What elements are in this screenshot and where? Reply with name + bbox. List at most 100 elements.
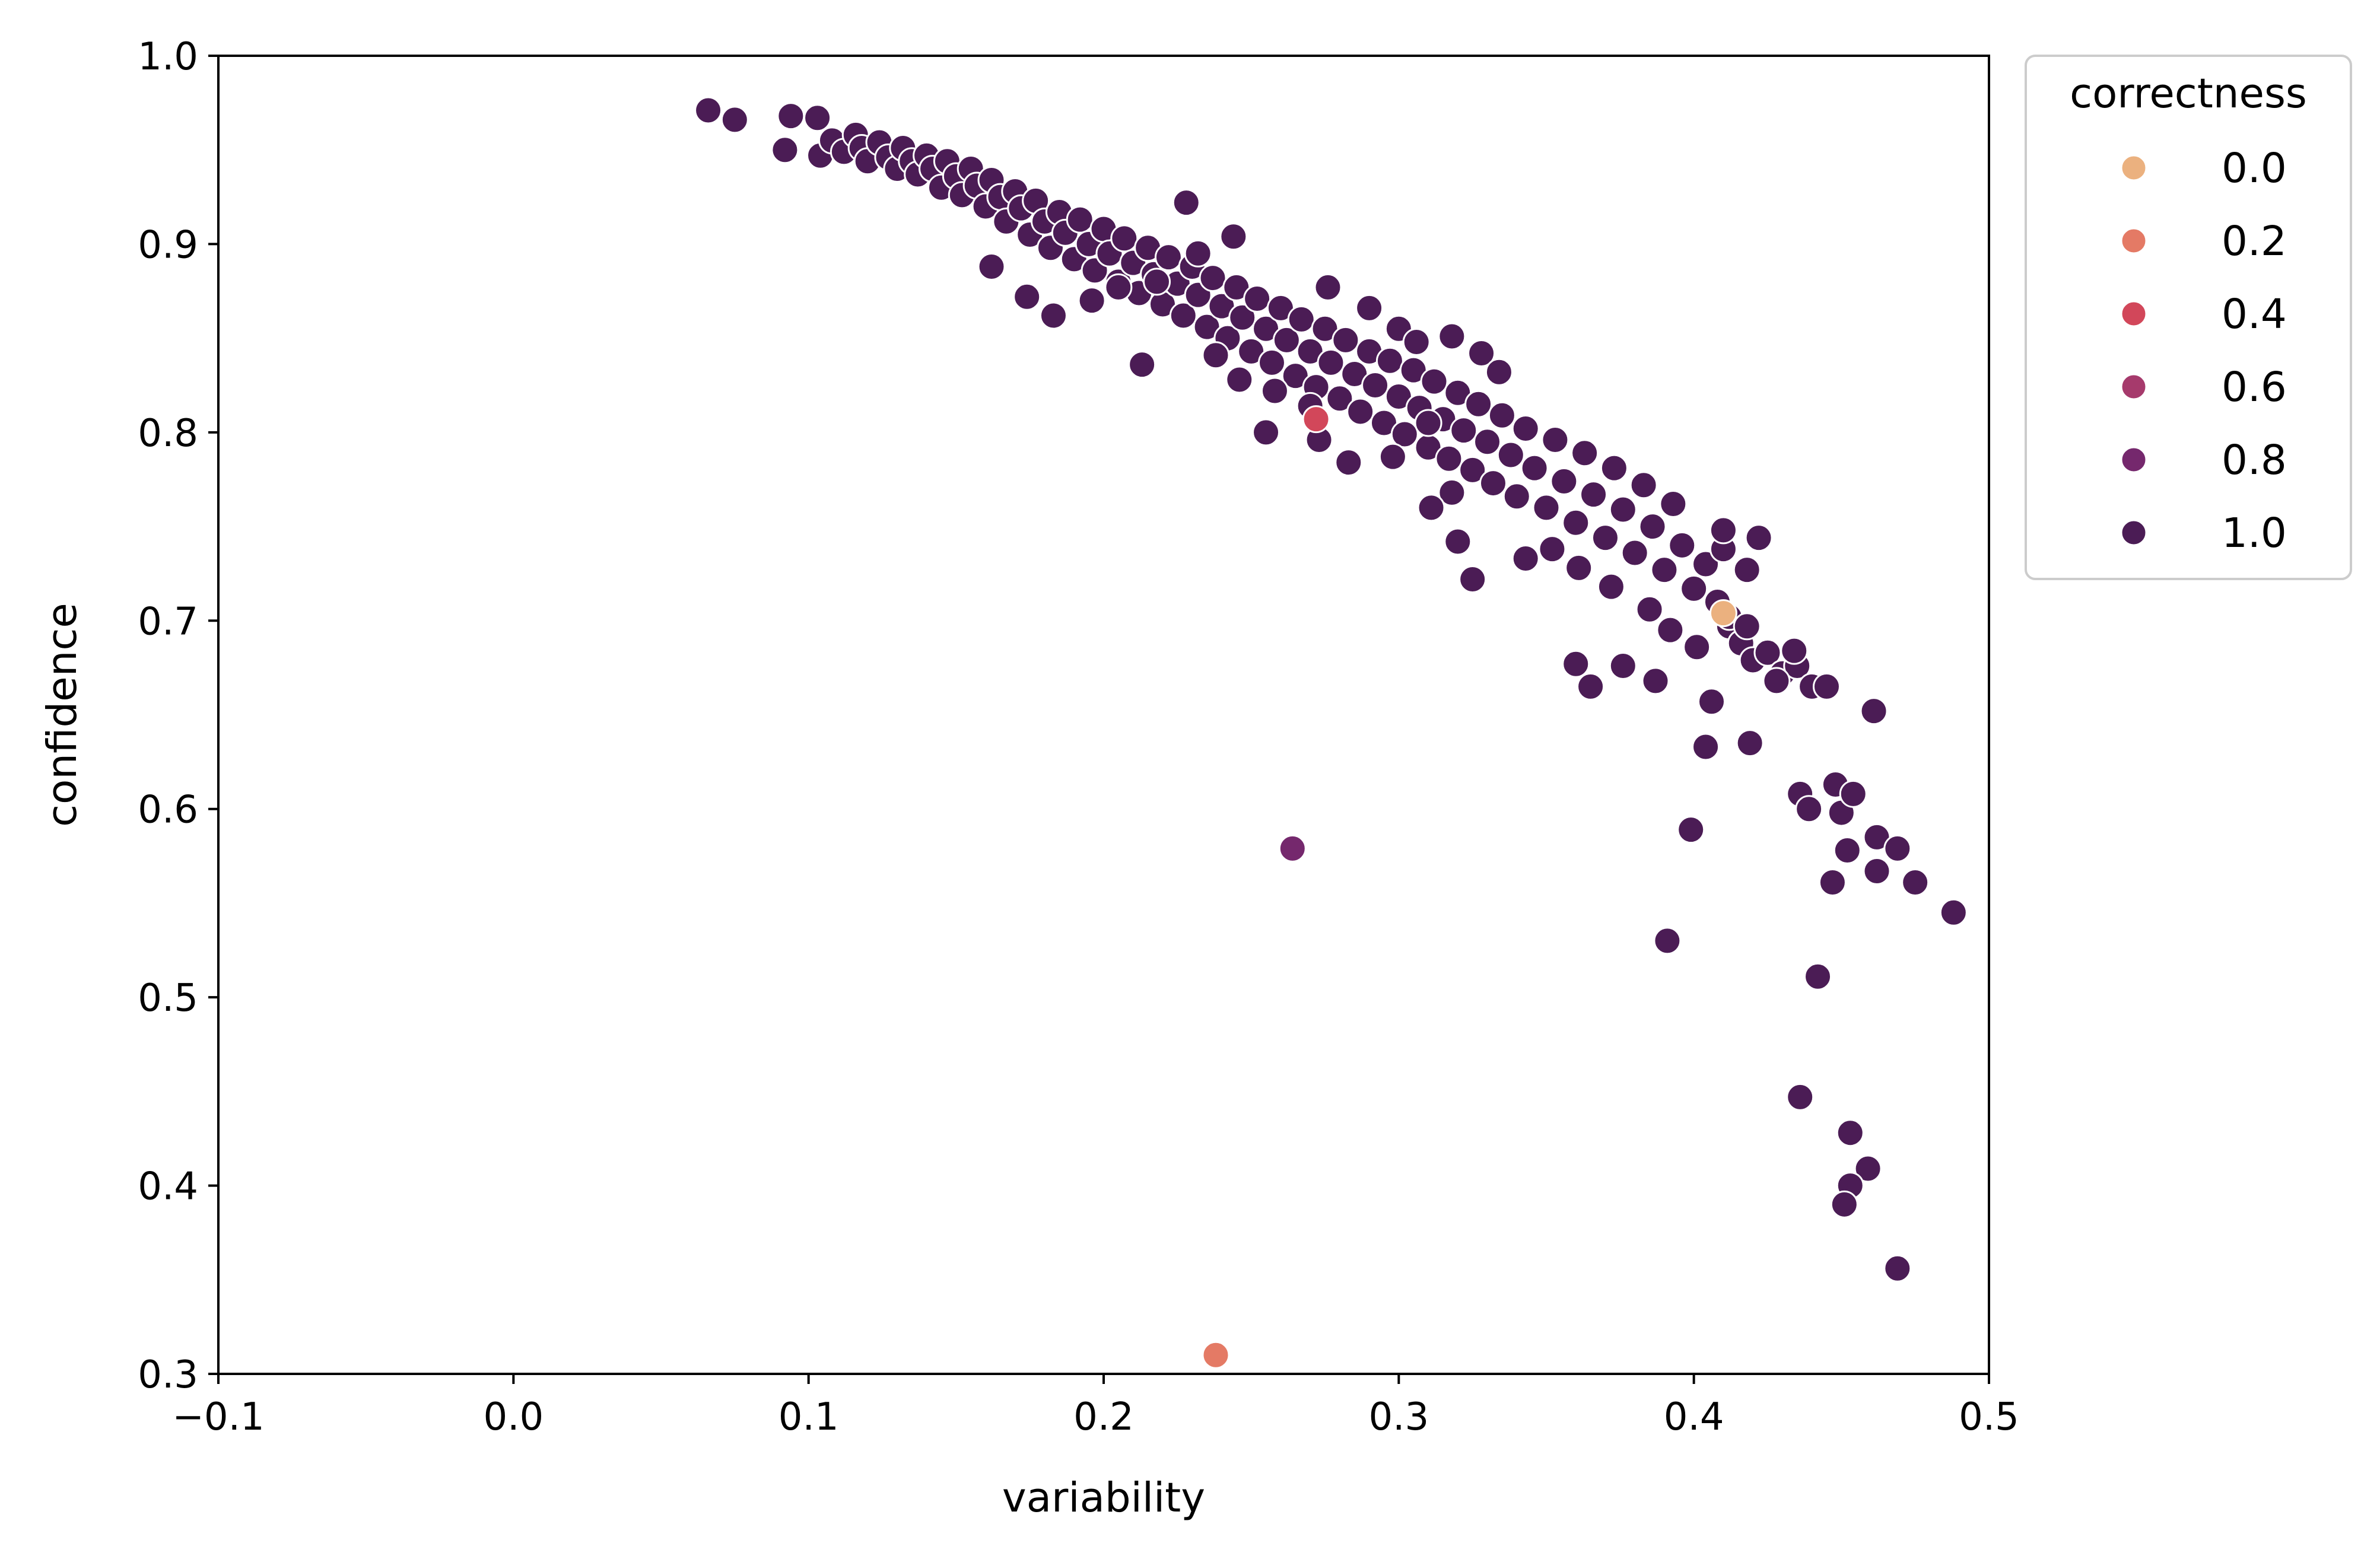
legend-label: 0.0: [2222, 145, 2287, 192]
data-point: [1641, 667, 1670, 695]
x-tick-label: 0.1: [778, 1395, 839, 1439]
data-point: [1577, 672, 1605, 701]
x-tick-label: 0.0: [483, 1395, 544, 1439]
data-point: [1355, 294, 1384, 322]
data-point: [1143, 268, 1171, 296]
data-point: [1496, 441, 1525, 469]
data-point: [1677, 816, 1705, 844]
data-point: [1609, 495, 1637, 524]
data-point: [771, 136, 799, 164]
data-point: [1833, 836, 1861, 865]
data-point: [1346, 397, 1375, 426]
data-point: [1532, 494, 1561, 522]
data-point: [1438, 322, 1466, 351]
data-point: [1458, 456, 1487, 484]
data-point: [1692, 550, 1720, 578]
data-point: [1839, 779, 1867, 808]
data-point: [1272, 326, 1301, 354]
data-point: [1609, 651, 1637, 680]
legend-label: 0.6: [2222, 364, 2287, 411]
legend-label: 0.2: [2222, 218, 2287, 265]
data-point: [1786, 1083, 1815, 1111]
data-point: [1939, 898, 1968, 927]
data-point: [1278, 834, 1307, 863]
data-point: [1812, 672, 1841, 701]
data-point: [1668, 531, 1696, 559]
y-tick-label: 0.5: [138, 976, 198, 1020]
data-point: [1169, 301, 1197, 330]
y-tick-label: 0.4: [138, 1165, 198, 1209]
data-point: [1780, 637, 1809, 665]
data-point: [1485, 358, 1513, 386]
data-point: [1804, 962, 1832, 991]
data-point: [1562, 650, 1590, 678]
data-point: [1202, 341, 1230, 370]
data-point: [1390, 420, 1419, 448]
data-point: [1830, 1190, 1858, 1218]
data-point: [1252, 418, 1280, 447]
data-point: [1417, 494, 1445, 522]
data-point: [1314, 273, 1342, 301]
data-point: [1795, 795, 1823, 823]
data-point: [1692, 733, 1720, 761]
data-point: [1458, 565, 1487, 593]
y-tick-label: 0.9: [138, 223, 198, 267]
data-point: [1488, 401, 1516, 429]
data-point: [1467, 339, 1496, 368]
data-point: [1184, 239, 1212, 268]
data-point: [1565, 553, 1593, 582]
data-point: [1450, 416, 1478, 445]
data-point: [1863, 857, 1891, 885]
data-point: [1620, 539, 1649, 567]
data-point: [1172, 189, 1200, 217]
data-point: [1653, 927, 1682, 955]
data-point: [1334, 448, 1363, 477]
data-point: [1375, 346, 1404, 375]
y-tick-label: 0.7: [138, 600, 198, 644]
data-point: [1420, 367, 1448, 396]
data-point: [1078, 287, 1106, 315]
data-point: [1733, 556, 1761, 584]
data-point: [1883, 1254, 1912, 1283]
x-axis: −0.1 0.0 0.1 0.2 0.3 0.4 0.5: [172, 1374, 2019, 1439]
data-point: [1511, 415, 1540, 443]
data-point: [1762, 667, 1791, 695]
data-point: [1464, 390, 1493, 418]
data-point: [977, 253, 1006, 281]
data-point: [1580, 481, 1608, 509]
data-point: [1597, 572, 1625, 601]
x-tick-label: 0.4: [1664, 1395, 1724, 1439]
points-layer: [694, 96, 1968, 1369]
data-point: [1104, 273, 1133, 301]
legend-title: correctness: [2070, 70, 2307, 117]
legend-marker: [2120, 300, 2147, 327]
data-point: [1110, 224, 1139, 253]
data-point: [1854, 1154, 1882, 1183]
legend-label: 0.4: [2222, 291, 2287, 338]
data-point: [1066, 205, 1094, 234]
data-point: [1600, 454, 1628, 482]
y-axis: 0.3 0.4 0.5 0.6 0.7 0.8 0.9 1.0: [138, 35, 218, 1397]
data-point: [1260, 377, 1289, 405]
data-point: [1683, 633, 1711, 661]
data-point: [1202, 1341, 1230, 1369]
data-point: [1502, 482, 1531, 511]
data-point: [1520, 454, 1549, 482]
data-point: [1883, 834, 1912, 863]
y-tick-label: 1.0: [138, 35, 198, 79]
data-point: [1435, 444, 1463, 473]
data-point: [1591, 524, 1619, 552]
data-point: [1511, 545, 1540, 573]
data-point: [1317, 348, 1345, 377]
y-tick-label: 0.8: [138, 412, 198, 456]
data-point: [1638, 513, 1667, 541]
data-point: [1659, 489, 1688, 518]
legend-marker: [2120, 227, 2147, 254]
data-point: [1541, 426, 1569, 454]
data-point: [1836, 1119, 1864, 1147]
data-point: [694, 96, 723, 125]
data-point: [1629, 471, 1658, 499]
data-point: [1538, 535, 1566, 564]
data-point: [1243, 284, 1272, 313]
